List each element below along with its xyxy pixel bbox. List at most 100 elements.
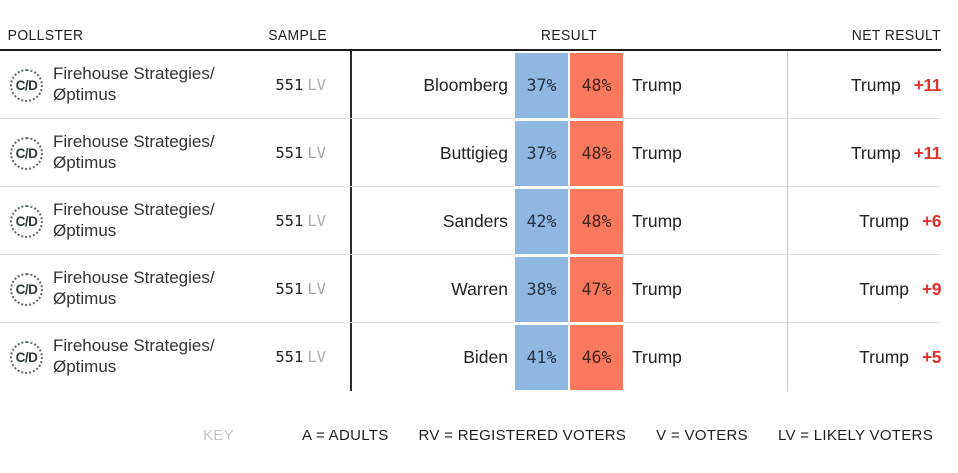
key-item-likely-voters: LV = LIKELY VOTERS — [777, 427, 933, 444]
net-column-left-rule — [787, 51, 788, 391]
net-margin: +6 — [922, 210, 941, 231]
dem-result-box: 37% — [515, 52, 568, 118]
net-winner: Trump — [859, 346, 910, 367]
net-winner: Trump — [859, 278, 910, 299]
rep-candidate-name: Trump — [632, 210, 682, 231]
rep-candidate-name: Trump — [632, 278, 682, 299]
table-row: C/D Firehouse Strategies/ Øptimus 551 LV … — [0, 255, 941, 323]
rep-result-box: 48% — [570, 120, 623, 186]
pollster-name: Firehouse Strategies/ Øptimus — [53, 64, 215, 105]
pollster-grade-badge: C/D — [10, 204, 43, 238]
table-row: C/D Firehouse Strategies/ Øptimus 551 LV … — [0, 323, 941, 391]
sample-size: 551 — [275, 212, 304, 230]
dem-candidate-name: Warren — [451, 278, 508, 299]
net-result-cell: Trump +11 — [787, 74, 942, 96]
rep-candidate-name: Trump — [632, 346, 682, 367]
row-separator — [623, 186, 941, 187]
pollster-name-line2: Øptimus — [53, 85, 117, 104]
pollster-name-line2: Øptimus — [53, 357, 117, 376]
sample-size: 551 — [275, 280, 304, 298]
pollster-grade-badge: C/D — [10, 136, 43, 170]
sample-type: LV — [307, 348, 326, 366]
pollster-grade-badge: C/D — [10, 68, 43, 102]
pollster-name: Firehouse Strategies/ Øptimus — [53, 268, 215, 309]
dem-result-box: 42% — [515, 188, 568, 254]
pollster-cell: C/D Firehouse Strategies/ Øptimus — [0, 64, 240, 105]
sample-type: LV — [307, 212, 326, 230]
column-header-result: RESULT — [540, 28, 598, 44]
table-row: C/D Firehouse Strategies/ Øptimus 551 LV … — [0, 119, 942, 187]
row-separator — [0, 186, 515, 187]
pollster-name-line2: Øptimus — [53, 221, 117, 240]
pollster-name-line1: Firehouse Strategies/ — [53, 64, 215, 84]
sample-type: LV — [307, 144, 326, 162]
net-margin: +11 — [913, 74, 942, 95]
dem-candidate-name: Buttigieg — [439, 142, 508, 163]
rep-result-box: 47% — [570, 256, 623, 322]
net-winner: Trump — [859, 210, 910, 231]
pollster-name-line2: Øptimus — [53, 153, 117, 172]
pollster-cell: C/D Firehouse Strategies/ Øptimus — [0, 132, 240, 173]
sample-size: 551 — [275, 348, 304, 366]
result-column-left-rule — [350, 51, 352, 391]
pollster-cell: C/D Firehouse Strategies/ Øptimus — [0, 336, 240, 377]
rep-result-box: 48% — [570, 52, 623, 118]
pollster-grade-badge: C/D — [10, 340, 43, 374]
pollster-cell: C/D Firehouse Strategies/ Øptimus — [0, 268, 240, 309]
net-margin: +11 — [913, 142, 942, 163]
row-separator — [0, 322, 515, 323]
rep-result-box: 46% — [570, 324, 623, 390]
rep-candidate-name: Trump — [632, 142, 682, 163]
key-item-registered-voters: RV = REGISTERED VOTERS — [418, 427, 627, 444]
pollster-name-line1: Firehouse Strategies/ — [53, 268, 215, 288]
dem-result-box: 41% — [515, 324, 568, 390]
net-result-cell: Trump +11 — [787, 142, 942, 164]
pollster-name-line1: Firehouse Strategies/ — [53, 336, 215, 356]
sample-type: LV — [307, 280, 326, 298]
dem-candidate-name: Sanders — [442, 210, 508, 231]
rep-result-box: 48% — [570, 188, 623, 254]
sample-cell: 551 LV — [240, 348, 351, 366]
net-margin: +9 — [922, 278, 941, 299]
net-result-cell: Trump +6 — [787, 211, 941, 232]
pollster-name-line1: Firehouse Strategies/ — [53, 132, 215, 152]
polls-table: POLLSTER SAMPLE RESULT NET RESULT C/D Fi… — [0, 10, 942, 391]
legend-key-bar: KEY A = ADULTS RV = REGISTERED VOTERS V … — [0, 427, 941, 444]
table-body: C/D Firehouse Strategies/ Øptimus 551 LV … — [0, 51, 942, 391]
sample-size: 551 — [275, 76, 304, 94]
column-header-net-result: NET RESULT — [851, 28, 941, 44]
key-item-adults: A = ADULTS — [302, 427, 389, 444]
net-result-cell: Trump +5 — [787, 347, 941, 368]
column-header-pollster: POLLSTER — [7, 28, 84, 44]
pollster-grade-badge: C/D — [10, 272, 43, 306]
table-row: C/D Firehouse Strategies/ Øptimus 551 LV … — [0, 51, 942, 119]
rep-candidate-name: Trump — [632, 74, 682, 95]
net-winner: Trump — [850, 74, 901, 95]
sample-cell: 551 LV — [240, 212, 351, 230]
sample-size: 551 — [275, 144, 304, 162]
net-result-cell: Trump +9 — [787, 279, 941, 300]
pollster-name: Firehouse Strategies/ Øptimus — [53, 200, 215, 241]
row-separator — [623, 254, 941, 255]
column-header-sample: SAMPLE — [268, 28, 327, 44]
dem-result-box: 37% — [515, 120, 568, 186]
pollster-name-line2: Øptimus — [53, 289, 117, 308]
row-separator — [623, 118, 941, 119]
pollster-cell: C/D Firehouse Strategies/ Øptimus — [0, 200, 240, 241]
key-label: KEY — [203, 427, 235, 444]
net-margin: +5 — [922, 346, 941, 367]
table-header-row: POLLSTER SAMPLE RESULT NET RESULT — [0, 10, 941, 51]
row-separator — [0, 118, 515, 119]
dem-candidate-name: Bloomberg — [423, 74, 508, 95]
sample-type: LV — [307, 76, 326, 94]
sample-cell: 551 LV — [240, 144, 351, 162]
row-separator — [0, 254, 515, 255]
net-winner: Trump — [850, 142, 901, 163]
key-item-voters: V = VOTERS — [656, 427, 748, 444]
pollster-name-line1: Firehouse Strategies/ — [53, 200, 215, 220]
table-row: C/D Firehouse Strategies/ Øptimus 551 LV … — [0, 187, 941, 255]
row-separator — [623, 322, 941, 323]
dem-result-box: 38% — [515, 256, 568, 322]
sample-cell: 551 LV — [240, 76, 351, 94]
